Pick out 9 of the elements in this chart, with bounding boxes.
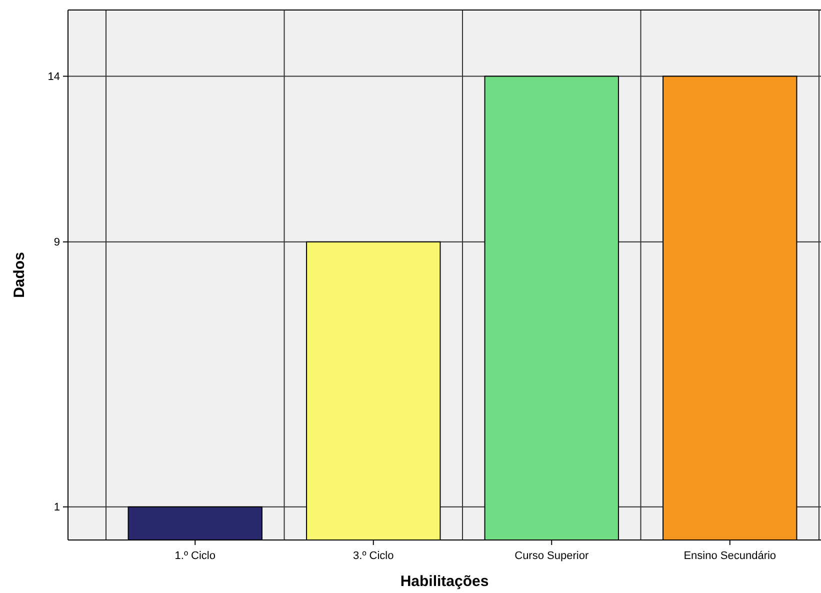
x-tick-label: Curso Superior xyxy=(514,550,589,562)
y-tick-label: 1 xyxy=(54,502,60,514)
x-tick-label: 3.º Ciclo xyxy=(353,550,394,562)
x-tick-label: Ensino Secundário xyxy=(684,550,776,562)
x-tick-label: 1.º Ciclo xyxy=(174,550,216,562)
y-axis-title: Dados xyxy=(11,252,28,298)
x-axis-title: Habilitações xyxy=(400,573,489,590)
y-tick-label: 14 xyxy=(48,71,60,84)
y-tick-label: 9 xyxy=(54,236,60,249)
